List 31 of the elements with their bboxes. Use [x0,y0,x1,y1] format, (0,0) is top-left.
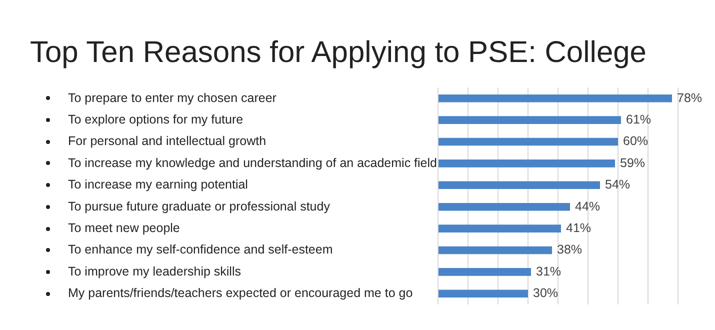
bar [438,246,552,254]
data-label: 78% [677,90,702,105]
y-tick-label: To enhance my self-confidence and self-esteem [68,242,333,257]
bar [438,202,570,211]
bar [438,181,600,190]
y-tick-label: To increase my knowledge and understanding of an academic field [68,156,438,170]
data-label: 38% [557,242,582,257]
bar [438,224,561,232]
bar [438,290,528,298]
y-tick-label: To increase my earning potential [68,178,248,192]
data-label: 31% [536,264,562,278]
y-tick-label: For personal and intellectual growth [68,134,266,148]
data-label: 59% [620,156,646,170]
chart-title: Top Ten Reasons for Applying to PSE: College [29,35,648,71]
bar [438,138,618,146]
data-label: 61% [626,112,652,127]
y-tick-label: To explore options for my future [68,112,244,127]
y-tick-label: To prepare to enter my chosen career [68,90,276,105]
bar [438,268,531,276]
bar [438,94,672,102]
y-tick-label: To pursue future graduate or professional study [68,199,331,214]
data-label: 41% [566,221,592,236]
y-tick-label: To meet new people [68,221,180,236]
bar [438,160,615,168]
data-label: 54% [605,178,630,192]
y-tick-label: To improve my leadership skills [68,264,241,278]
data-label: 30% [533,286,558,300]
bar [438,116,621,124]
y-tick-label: My parents/friends/teachers expected or encouraged me to go [68,286,413,300]
data-label: 60% [623,134,648,148]
data-label: 44% [575,199,600,214]
